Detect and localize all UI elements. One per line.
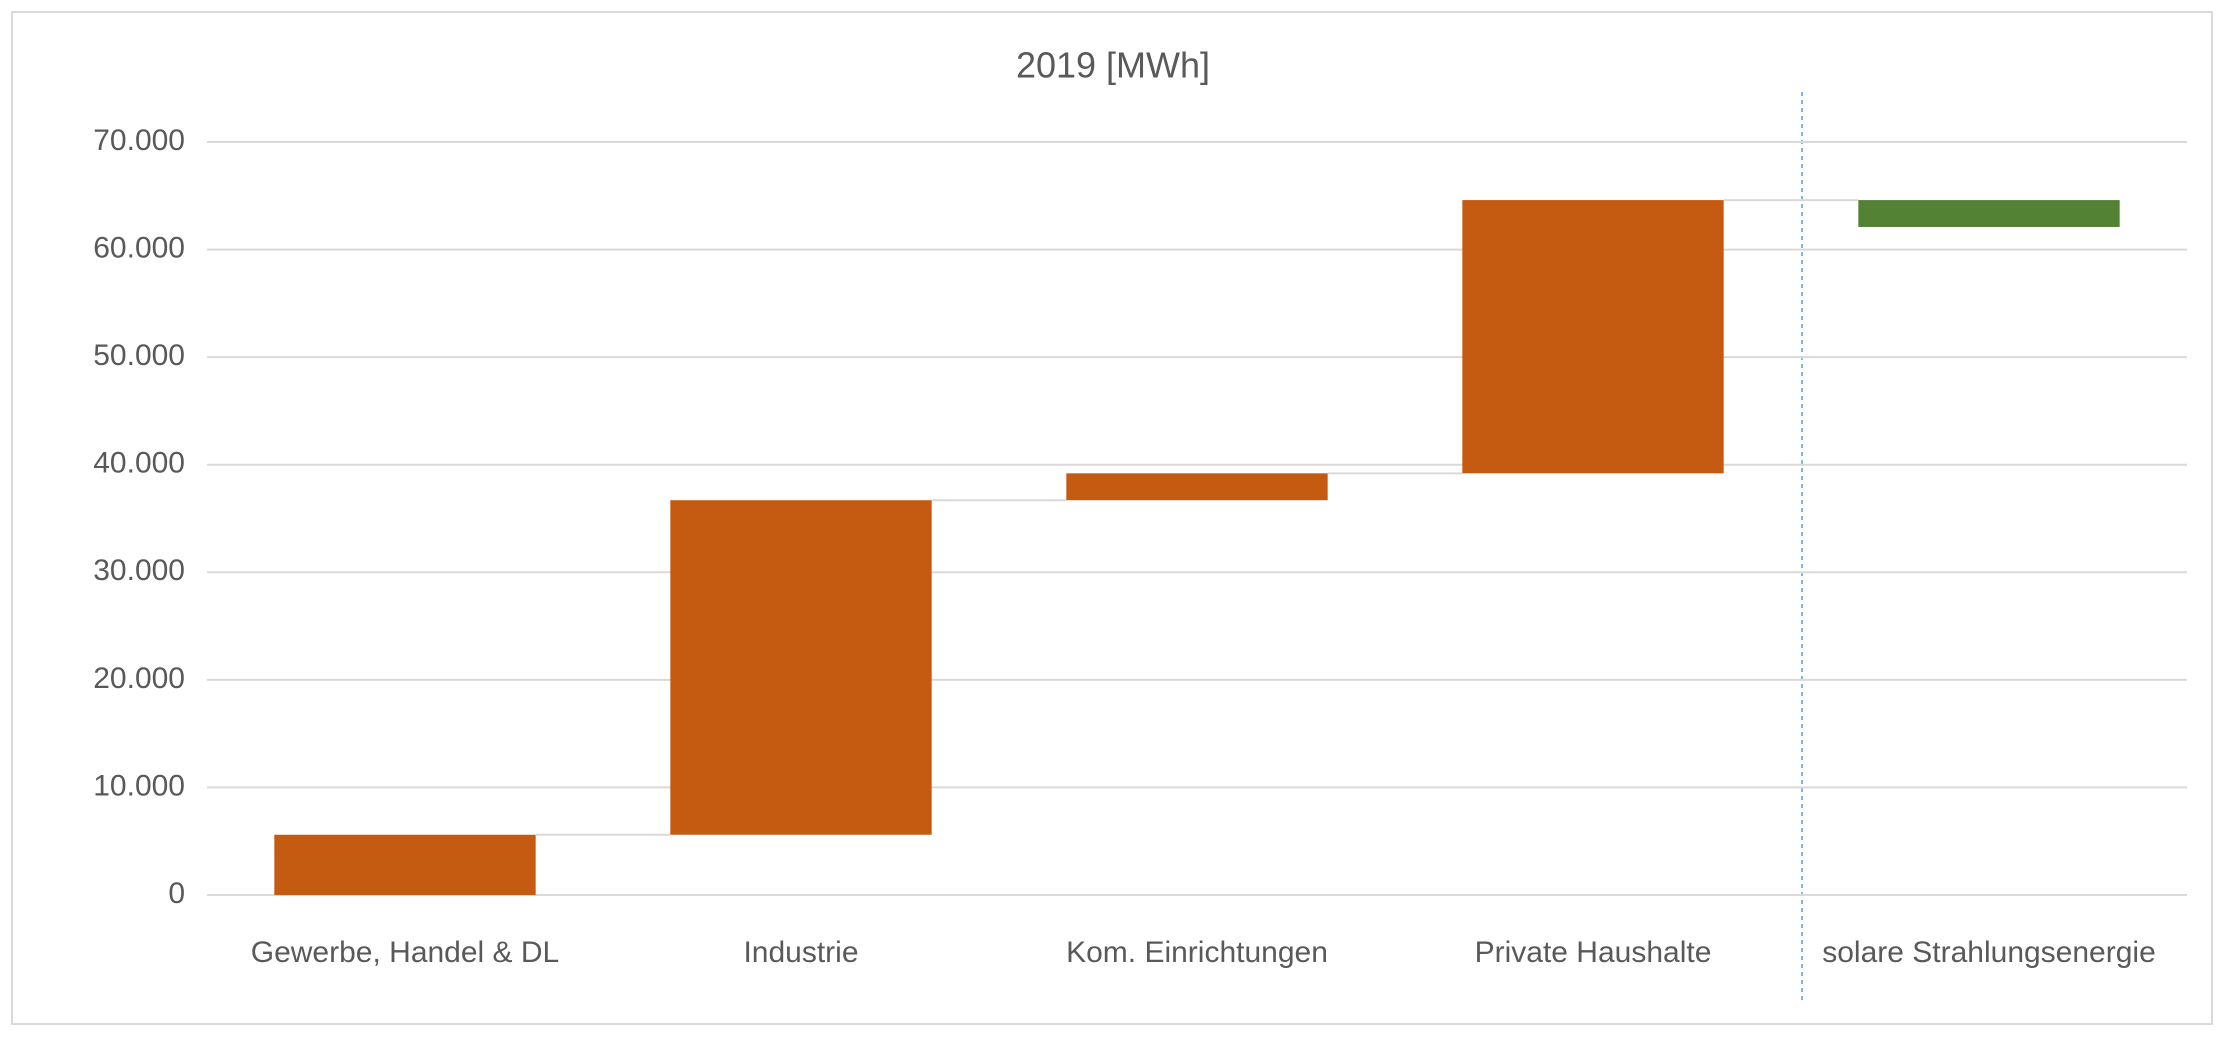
x-tick-label: Industrie — [743, 936, 858, 969]
bar — [1066, 473, 1328, 501]
bar — [274, 834, 536, 895]
x-tick-label: Private Haushalte — [1475, 936, 1712, 969]
y-tick-label: 50.000 — [93, 339, 185, 372]
y-tick-label: 60.000 — [93, 231, 185, 264]
bar — [1462, 200, 1724, 474]
y-tick-label: 0 — [168, 877, 185, 910]
y-tick-label: 20.000 — [93, 662, 185, 695]
x-tick-label: Gewerbe, Handel & DL — [251, 936, 560, 969]
chart-title: 2019 [MWh] — [1016, 45, 1210, 86]
bar — [670, 500, 932, 835]
x-tick-label: Kom. Einrichtungen — [1066, 936, 1328, 969]
y-tick-label: 40.000 — [93, 447, 185, 480]
x-tick-label: solare Strahlungsenergie — [1822, 936, 2156, 969]
bar — [1858, 200, 2120, 227]
y-tick-label: 30.000 — [93, 554, 185, 587]
y-tick-label: 70.000 — [93, 124, 185, 157]
y-tick-label: 10.000 — [93, 769, 185, 802]
